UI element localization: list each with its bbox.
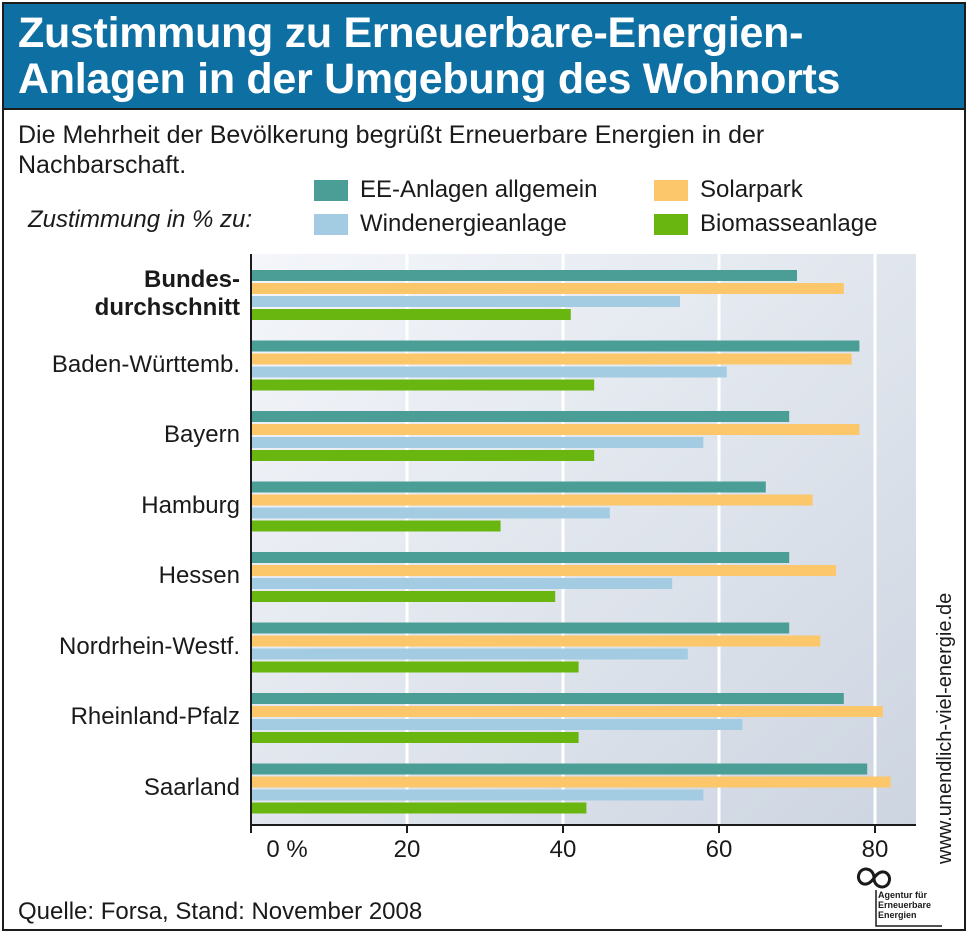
bar-2-1 bbox=[252, 340, 860, 352]
legend-label: Solarpark bbox=[700, 176, 803, 203]
bar-4-1 bbox=[252, 481, 766, 493]
bar-6-4 bbox=[252, 661, 579, 673]
bar-5-1 bbox=[252, 552, 790, 563]
category-label: Rheinland-Pfalz bbox=[70, 703, 240, 730]
x-tick-label: 20 bbox=[394, 836, 421, 863]
legend-label: Biomasseanlage bbox=[700, 210, 878, 237]
x-ticks: 0 % 20 40 60 80 bbox=[250, 825, 889, 863]
bar-8-2 bbox=[252, 776, 891, 788]
bar-1-4 bbox=[252, 309, 571, 320]
axis-caption: Zustimmung in % zu: bbox=[28, 206, 253, 233]
x-tick-label: 80 bbox=[862, 836, 889, 863]
bar-8-3 bbox=[252, 789, 704, 801]
bar-4-2 bbox=[252, 494, 813, 506]
bar-6-3 bbox=[252, 648, 688, 660]
logo-text: Agentur für Erneuerbare Energien bbox=[878, 890, 958, 920]
legend-label: EE-Anlagen allgemein bbox=[360, 176, 598, 203]
x-tick-label: 60 bbox=[706, 836, 733, 863]
chart-title-line-2: Anlagen in der Umgebung des Wohnorts bbox=[18, 55, 841, 103]
logo-line-1: Agentur für bbox=[878, 890, 927, 900]
bar-7-4 bbox=[252, 732, 579, 743]
bar-7-1 bbox=[252, 693, 844, 704]
legend-swatch bbox=[654, 213, 688, 235]
bar-5-2 bbox=[252, 565, 836, 576]
bars bbox=[252, 270, 891, 814]
category-label: Hessen bbox=[158, 562, 240, 589]
bar-3-3 bbox=[252, 437, 704, 448]
bar-3-4 bbox=[252, 450, 595, 461]
title-bar: Zustimmung zu Erneuerbare-Energien- Anla… bbox=[4, 4, 964, 110]
legend-item-2: Solarpark bbox=[654, 176, 803, 204]
logo-bracket bbox=[875, 890, 942, 927]
legend-item-1: EE-Anlagen allgemein bbox=[314, 176, 597, 204]
category-label: Hamburg bbox=[141, 491, 240, 519]
category-label: Bundes-durchschnitt bbox=[94, 266, 240, 321]
legend-item-3: Windenergieanlage bbox=[314, 210, 567, 238]
bar-7-3 bbox=[252, 719, 743, 730]
website-url: www.unendlich-viel-energie.de bbox=[934, 592, 956, 864]
bar-2-3 bbox=[252, 366, 727, 378]
bar-1-2 bbox=[252, 283, 844, 294]
bar-5-3 bbox=[252, 578, 673, 589]
legend-item-4: Biomasseanlage bbox=[654, 210, 877, 238]
logo-line-3: Energien bbox=[878, 910, 917, 920]
legend-swatch bbox=[654, 179, 688, 201]
bar-3-2 bbox=[252, 424, 860, 435]
x-tick-label: 40 bbox=[550, 836, 577, 863]
category-label: Baden-Württemb. bbox=[51, 350, 240, 378]
bar-chart: 0 % 20 40 60 80 bbox=[250, 254, 916, 863]
category-label: Nordrhein-Westf. bbox=[59, 632, 240, 660]
legend-swatch bbox=[314, 179, 348, 201]
chart-title-line-1: Zustimmung zu Erneuerbare-Energien- bbox=[18, 9, 804, 57]
bar-5-4 bbox=[252, 591, 556, 602]
chart-subtitle: Die Mehrheit der Bevölkerung begrüßt Ern… bbox=[18, 121, 765, 179]
bar-6-1 bbox=[252, 622, 790, 634]
bar-8-4 bbox=[252, 802, 587, 814]
legend-label: Windenergieanlage bbox=[360, 210, 567, 237]
agency-logo bbox=[856, 867, 942, 927]
category-label: Bayern bbox=[163, 421, 240, 448]
infinity-icon bbox=[856, 867, 892, 889]
bar-7-2 bbox=[252, 706, 883, 717]
source-note: Quelle: Forsa, Stand: November 2008 bbox=[18, 898, 423, 925]
legend-swatch bbox=[314, 213, 348, 235]
bar-1-3 bbox=[252, 296, 680, 307]
bar-1-1 bbox=[252, 270, 797, 281]
bar-6-2 bbox=[252, 635, 821, 647]
bar-4-4 bbox=[252, 520, 501, 532]
bar-2-4 bbox=[252, 379, 595, 391]
bar-8-1 bbox=[252, 763, 868, 775]
bar-4-3 bbox=[252, 507, 610, 519]
logo-line-2: Erneuerbare bbox=[878, 900, 932, 910]
bar-2-2 bbox=[252, 353, 852, 365]
x-tick-label: 0 % bbox=[266, 836, 307, 863]
chart-title: Zustimmung zu Erneuerbare-Energien- Anla… bbox=[18, 10, 840, 102]
category-label: Saarland bbox=[143, 773, 240, 801]
bar-3-1 bbox=[252, 411, 790, 422]
